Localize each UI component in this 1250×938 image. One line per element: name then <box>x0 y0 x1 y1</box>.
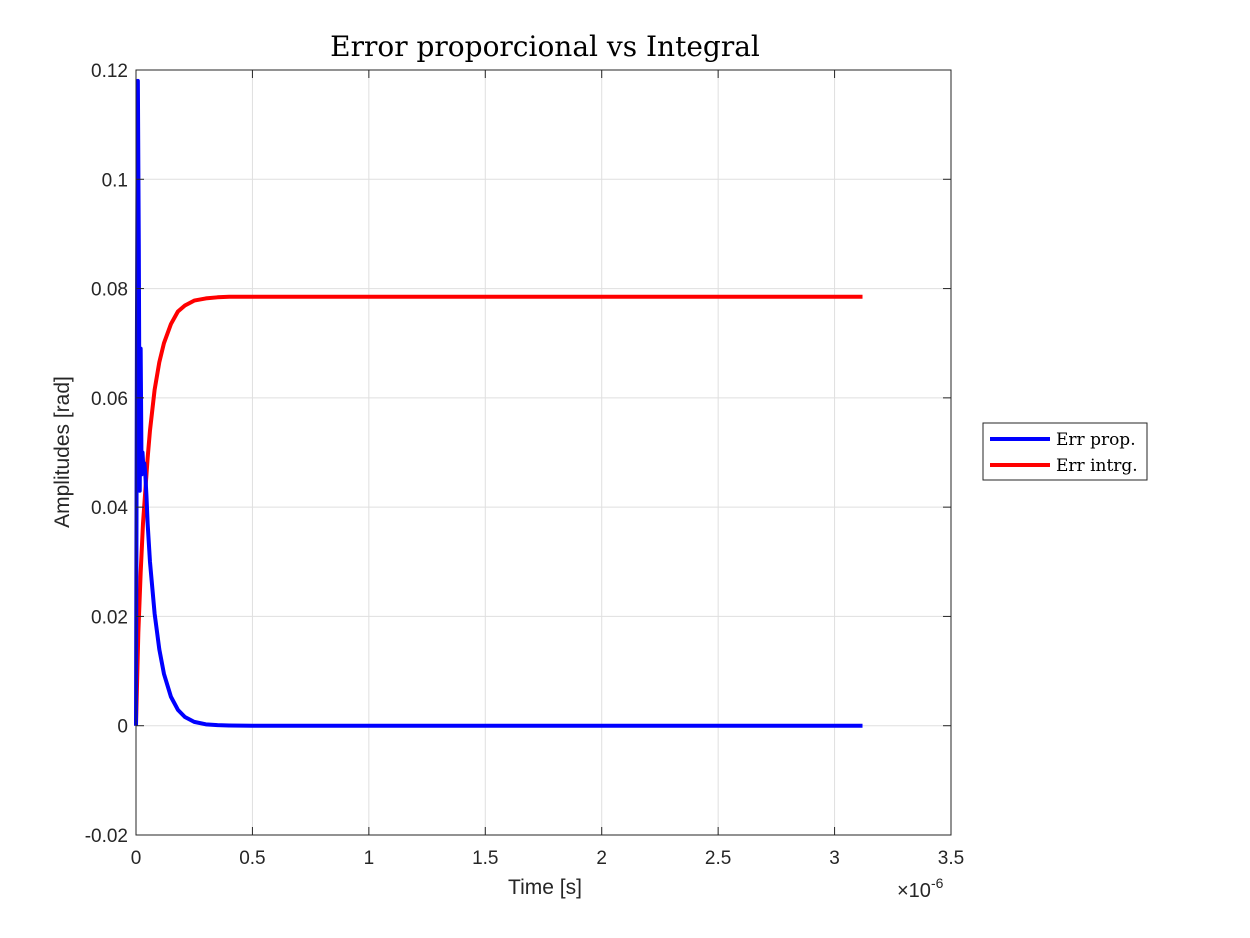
series-line-err-intrg <box>134 294 863 726</box>
x-tick-label: 3.5 <box>938 848 964 869</box>
x-tick-label: 3 <box>829 848 840 869</box>
legend-label-err-intrg: Err intrg. <box>1056 456 1138 476</box>
x-tick-label: 0.5 <box>239 848 265 869</box>
legend-box <box>982 422 1148 481</box>
x-axis-exponent: ×10-6 <box>897 875 944 902</box>
series-line-err-prop <box>134 78 863 728</box>
y-tick-label: 0.12 <box>91 61 128 82</box>
y-tick-label: 0.02 <box>91 607 128 628</box>
x-exponent-power: -6 <box>931 875 944 891</box>
y-tick-label: 0.08 <box>91 280 128 301</box>
y-tick-label: 0.04 <box>91 498 128 519</box>
x-tick-label: 2 <box>596 848 607 869</box>
x-tick-label: 1.5 <box>472 848 498 869</box>
y-tick-label: 0 <box>117 717 128 738</box>
y-tick-label: -0.02 <box>85 826 128 847</box>
legend-label-err-prop: Err prop. <box>1056 430 1136 450</box>
y-tick-label: 0.1 <box>102 170 128 191</box>
x-axis-label: Time [s] <box>508 876 582 899</box>
axis-ticks: 0 0.5 1 1.5 2 2.5 3 3.5-0.0200.020.040.060.080.… <box>85 61 965 869</box>
y-axis-label: Amplitudes [rad] <box>51 376 74 528</box>
plot-lines <box>134 78 863 728</box>
x-exponent-base: ×10 <box>897 880 931 902</box>
x-tick-label: 2.5 <box>705 848 731 869</box>
y-tick-label: 0.06 <box>91 389 128 410</box>
x-tick-label: 1 <box>364 848 375 869</box>
plot-area <box>136 70 951 835</box>
legend: Err prop. Err intrg. <box>982 422 1148 481</box>
x-tick-label: 0 <box>131 848 142 869</box>
plot-frame <box>135 69 952 836</box>
chart-title: Error proporcional vs Integral <box>330 30 760 63</box>
